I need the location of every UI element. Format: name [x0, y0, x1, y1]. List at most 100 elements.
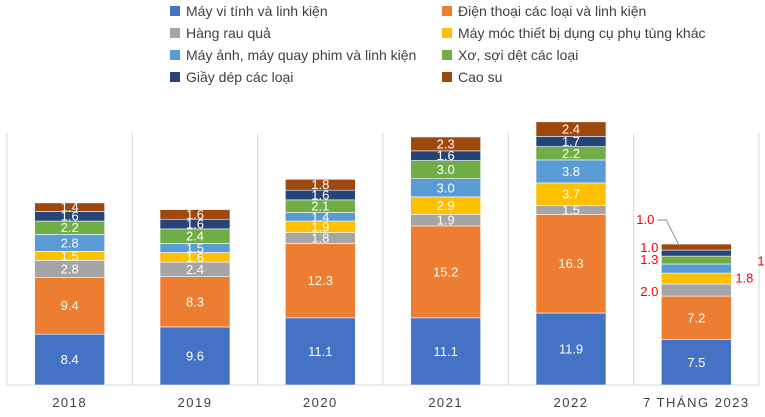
- data-label: 8.4: [61, 352, 79, 367]
- x-tick-label: 2021: [428, 395, 463, 410]
- legend-item-dien-thoai-cac-loai-va-linh-kien: Điện thoại các loại và linh kiện: [442, 3, 646, 19]
- bar-segment-cao-su: [159, 209, 231, 220]
- bar-segment-xo-soi-det-cac-loai: [661, 255, 732, 265]
- data-label: 11.9: [559, 342, 583, 357]
- data-label: 2.4: [562, 122, 580, 137]
- bar-segment-cao-su: [285, 179, 356, 191]
- legend-swatch: [170, 72, 180, 82]
- data-label: 1.4: [311, 209, 329, 224]
- data-label: 1.6: [311, 188, 329, 203]
- bar-segment-cao-su: [410, 136, 481, 152]
- data-label: 1.9: [311, 219, 329, 234]
- data-label: 1.4: [61, 200, 79, 215]
- data-label: 2.1: [311, 199, 329, 214]
- bar-segment-giay-dep-cac-loai: [661, 249, 732, 257]
- bar-group-2021: 11.115.21.92.93.03.01.62.3: [410, 136, 481, 386]
- bar-segment-cao-su: [661, 243, 732, 251]
- bar-segment-dien-thoai-cac-loai-va-linh-kien: [535, 214, 607, 314]
- bar-group-2022: 11.9 16.3 1.53.7 3.8 2.21.72.4: [535, 121, 607, 386]
- external-data-label: 1.3: [640, 252, 658, 267]
- bar-segment-dien-thoai-cac-loai-va-linh-kien: [34, 277, 105, 335]
- data-label: 1.6: [186, 250, 204, 265]
- data-label: 15.2: [433, 264, 458, 279]
- x-tick-label: 2020: [303, 395, 338, 410]
- bar-segment-dien-thoai-cac-loai-va-linh-kien: [410, 225, 481, 319]
- bar-segment-may-anh-may-quay-phim-va-linh-kien: [661, 263, 732, 274]
- data-label: 7.5: [687, 355, 705, 370]
- data-label: 1.7: [562, 134, 580, 149]
- data-label: 1.6: [186, 207, 204, 222]
- data-label: 2.9: [437, 198, 455, 213]
- data-label: 2.2: [562, 146, 580, 161]
- legend-item-xo-soi-det-cac-loai: Xơ, sợi dệt các loại: [442, 47, 578, 63]
- bar-segment-may-vi-tinh-va-linh-kien: [410, 317, 481, 386]
- external-data-label: 1.0: [640, 240, 658, 255]
- bar-segment-may-vi-tinh-va-linh-kien: [159, 326, 231, 386]
- legend: Máy vi tính và linh kiện Điện thoại các l…: [170, 3, 705, 85]
- data-label: 3.0: [437, 180, 455, 195]
- category-dividers: [6, 133, 760, 385]
- bar-group-2018: 8.49.42.81.52.82.21.61.4: [34, 200, 105, 386]
- legend-label: Máy ảnh, máy quay phim và linh kiện: [186, 47, 416, 63]
- legend-label: Giầy dép các loại: [186, 69, 293, 85]
- data-label: 2.8: [61, 235, 79, 250]
- data-label: 3.0: [437, 162, 455, 177]
- bar-segment-may-moc-thiet-bi-dung-cu-phu-tung-khac: [661, 272, 732, 285]
- data-label: 1.5: [61, 248, 79, 263]
- data-label: 2.4: [186, 262, 204, 277]
- data-label: 1.6: [437, 148, 455, 163]
- data-label: 1.6: [61, 209, 79, 224]
- data-label: 11.1: [433, 344, 457, 359]
- bar-segment-hang-rau-qua: [661, 283, 732, 297]
- legend-item-hang-rau-qua: Hàng rau quả: [170, 25, 271, 41]
- x-tick-label: 2018: [52, 395, 87, 410]
- legend-item-may-vi-tinh-va-linh-kien: Máy vi tính và linh kiện: [170, 3, 328, 19]
- data-label: 9.6: [186, 348, 204, 363]
- external-data-label: 1.0: [636, 212, 654, 227]
- legend-label: Hàng rau quả: [186, 25, 271, 41]
- bar-group-7-thang-2023: 7.5 7.2: [661, 243, 732, 386]
- data-label: 2.8: [61, 261, 79, 276]
- legend-swatch: [442, 50, 452, 60]
- bar-segment-may-vi-tinh-va-linh-kien: [285, 317, 356, 386]
- bar-segment-cao-su: [535, 121, 607, 137]
- external-data-label: 2.0: [640, 284, 658, 299]
- data-label: 2.2: [61, 220, 79, 235]
- legend-label: Điện thoại các loại và linh kiện: [458, 3, 646, 19]
- legend-item-may-moc-thiet-bi-dung-cu-phu-tung-khac: Máy móc thiết bị dụng cụ phụ tùng khác: [442, 25, 705, 41]
- legend-swatch: [442, 28, 452, 38]
- data-label: 3.8: [562, 164, 580, 179]
- bar-segment-dien-thoai-cac-loai-va-linh-kien: [159, 276, 231, 328]
- bar-segment-cao-su: [34, 202, 105, 212]
- data-label: 9.4: [61, 298, 79, 313]
- data-label: 1.6: [186, 217, 204, 232]
- external-data-label: 1.8: [735, 271, 753, 286]
- data-label: 1.8: [311, 230, 329, 245]
- bar-group-2019: 9.68.32.41.61.52.41.61.6: [159, 207, 231, 386]
- legend-swatch: [170, 50, 180, 60]
- data-label: 12.3: [308, 273, 333, 288]
- x-tick-label: 2019: [178, 395, 213, 410]
- legend-label: Cao su: [458, 69, 502, 85]
- data-label: 8.3: [186, 294, 204, 309]
- legend-swatch: [442, 6, 452, 16]
- x-tick-label: 2022: [554, 395, 589, 410]
- data-label: 1.5: [562, 202, 580, 217]
- bar-segment-may-vi-tinh-va-linh-kien: [661, 339, 732, 386]
- legend-item-may-anh-may-quay-phim-va-linh-kien: Máy ảnh, máy quay phim và linh kiện: [170, 47, 416, 63]
- data-label: 2.3: [437, 136, 455, 151]
- external-labels: 2.01.81.51.31.01.0: [636, 212, 765, 299]
- legend-swatch: [442, 72, 452, 82]
- x-tick-label: 7 THÁNG 2023: [643, 395, 750, 410]
- bar-segment-dien-thoai-cac-loai-va-linh-kien: [285, 243, 356, 319]
- legend-label: Xơ, sợi dệt các loại: [458, 47, 578, 63]
- data-label: 3.7: [562, 187, 580, 202]
- data-label: 16.3: [558, 256, 583, 271]
- external-data-label: 1.5: [757, 254, 765, 269]
- data-label: 2.4: [186, 229, 204, 244]
- legend-item-cao-su: Cao su: [442, 69, 502, 85]
- legend-label: Máy vi tính và linh kiện: [186, 3, 328, 19]
- data-label: 11.1: [308, 344, 332, 359]
- bar-segment-may-vi-tinh-va-linh-kien: [34, 333, 105, 386]
